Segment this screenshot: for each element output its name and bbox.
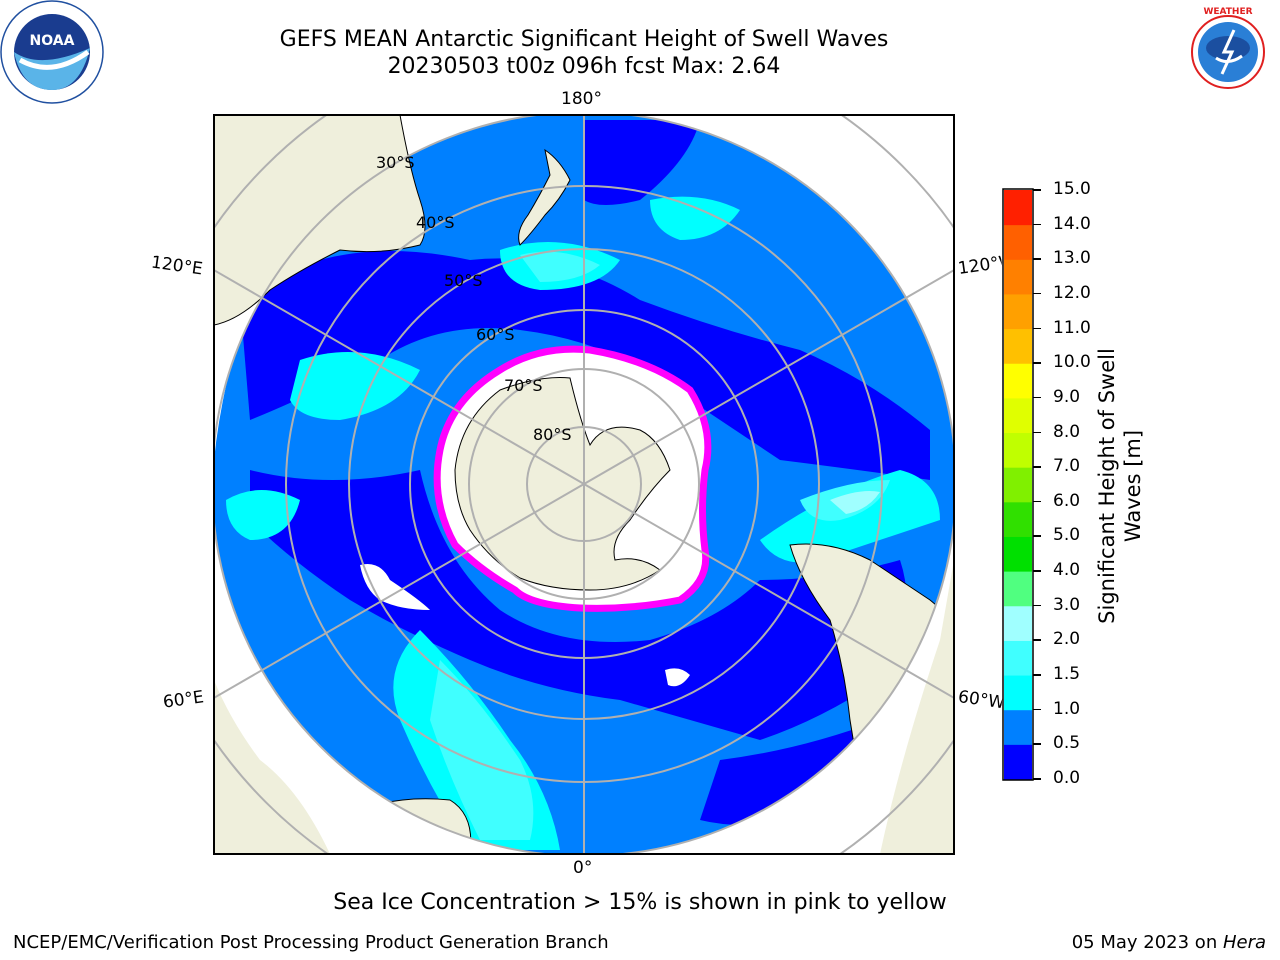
- colorbar-tick-mark: [1033, 639, 1041, 641]
- colorbar-segment: [1004, 501, 1032, 537]
- colorbar-tick-label: 0.0: [1053, 768, 1081, 788]
- longitude-gridlines: [214, 115, 954, 854]
- swell-band-2.0-3.0: [830, 491, 880, 514]
- colorbar-tick-label: 7.0: [1053, 456, 1081, 477]
- colorbar-tick-label: 4.0: [1053, 560, 1081, 581]
- colorbar-tick-label: 3.0: [1053, 594, 1081, 615]
- colorbar-segment: [1004, 709, 1032, 745]
- chart-title: GEFS MEAN Antarctic Significant Height o…: [279, 27, 889, 52]
- sea-ice-patch: [360, 564, 430, 610]
- colorbar-tick-mark: [1033, 189, 1041, 191]
- colorbar-tick-label: 0.5: [1053, 733, 1081, 754]
- colorbar-label: Significant Height of Swell Waves [m]: [1094, 336, 1146, 636]
- colorbar-segment: [1004, 640, 1032, 676]
- colorbar-tick-label: 13.0: [1053, 248, 1091, 269]
- colorbar-segment: [1004, 467, 1032, 503]
- colorbar-tick-mark: [1033, 743, 1041, 745]
- lon-label-180: 180°: [561, 89, 602, 109]
- colorbar-tick-mark: [1033, 535, 1041, 537]
- colorbar-tick-mark: [1033, 327, 1041, 330]
- colorbar-tick-mark: [1033, 362, 1041, 364]
- sea-ice-note: Sea Ice Concentration > 15% is shown in …: [333, 890, 947, 915]
- colorbar-tick-label: 12.0: [1053, 282, 1091, 303]
- colorbar-label-line1: Significant Height of Swell: [1095, 348, 1119, 624]
- colorbar-tick-label: 8.0: [1053, 421, 1081, 442]
- footer-machine: Hera: [1222, 932, 1266, 953]
- noaa-logo: NOAA: [0, 0, 104, 104]
- lat-label-50s: 50°S: [444, 271, 483, 290]
- swell-band-0-0.5: [240, 120, 930, 825]
- colorbar-tick-mark: [1033, 396, 1041, 399]
- colorbar-segment: [1004, 190, 1032, 226]
- chart-subtitle: 20230503 t00z 096h fcst Max: 2.64: [387, 54, 781, 79]
- colorbar-tick-mark: [1033, 674, 1041, 676]
- colorbar-segment: [1004, 224, 1032, 260]
- antarctica-land: [454, 377, 671, 591]
- colorbar-tick-label: 6.0: [1053, 490, 1081, 511]
- colorbar-tick-mark: [1033, 500, 1041, 503]
- colorbar-tick-label: 9.0: [1053, 386, 1081, 407]
- colorbar-segment: [1004, 397, 1032, 434]
- svg-text:WEATHER: WEATHER: [1203, 7, 1252, 17]
- colorbar-tick-label: 11.0: [1053, 317, 1091, 338]
- colorbar-tick-mark: [1033, 604, 1041, 607]
- lon-label-0: 0°: [573, 858, 593, 878]
- africa-corner-land: [214, 680, 330, 854]
- colorbar-tick-label: 10.0: [1053, 352, 1091, 373]
- lat-label-30s: 30°S: [376, 153, 415, 172]
- colorbar-segment: [1004, 432, 1032, 468]
- colorbar-frame: [1002, 188, 1034, 781]
- national-weather-service-logo: WEATHER: [1178, 2, 1278, 102]
- footer-credit: NCEP/EMC/Verification Post Processing Pr…: [13, 932, 609, 953]
- colorbar-tick-mark: [1033, 570, 1041, 572]
- colorbar-tick-mark: [1033, 223, 1041, 226]
- colorbar-tick-label: 2.0: [1053, 629, 1081, 650]
- colorbar-segment: [1004, 259, 1032, 295]
- colorbar-tick-mark: [1033, 292, 1041, 295]
- lat-label-70s: 70°S: [504, 376, 543, 395]
- colorbar-segment: [1004, 675, 1032, 711]
- colorbar-tick-label: 15.0: [1053, 179, 1091, 199]
- lat-label-80s: 80°S: [533, 425, 572, 444]
- colorbar-segment: [1004, 571, 1032, 607]
- colorbar: [1002, 188, 1034, 781]
- australia-corner-white: [820, 115, 954, 240]
- colorbar-segment: [1004, 328, 1032, 364]
- footer-date-text: 05 May 2023 on: [1071, 932, 1223, 953]
- nw-white: [214, 330, 240, 460]
- lat-label-40s: 40°S: [416, 213, 455, 232]
- colorbar-tick-label: 1.0: [1053, 698, 1081, 719]
- lat-label-60s: 60°S: [476, 325, 515, 344]
- colorbar-tick-mark: [1033, 466, 1041, 468]
- sea-ice-patch: [665, 668, 690, 687]
- colorbar-tick-label: 1.5: [1053, 664, 1081, 685]
- new-zealand-land: [518, 148, 571, 246]
- colorbar-tick-mark: [1033, 431, 1041, 434]
- colorbar-segment: [1004, 536, 1032, 572]
- map-frame: [213, 114, 955, 855]
- south-america-corner-land: [880, 560, 954, 854]
- colorbar-segment: [1004, 605, 1032, 641]
- colorbar-segment: [1004, 293, 1032, 330]
- colorbar-tick-mark: [1033, 708, 1041, 711]
- colorbar-tick-mark: [1033, 778, 1041, 780]
- colorbar-tick-label: 14.0: [1053, 213, 1091, 234]
- footer-date: 05 May 2023 on Hera: [1072, 932, 1266, 953]
- colorbar-label-line2: Waves [m]: [1121, 429, 1145, 543]
- colorbar-tick-label: 5.0: [1053, 525, 1081, 546]
- colorbar-tick-mark: [1033, 258, 1041, 260]
- colorbar-segment: [1004, 363, 1032, 399]
- colorbar-segment: [1004, 744, 1032, 780]
- svg-text:NOAA: NOAA: [30, 33, 75, 49]
